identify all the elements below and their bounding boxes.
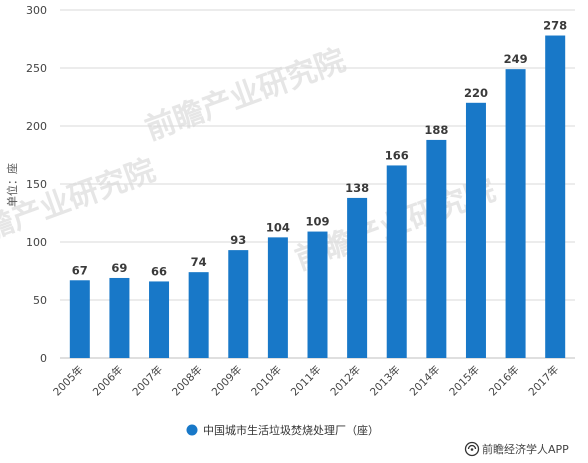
bar — [465, 102, 486, 358]
data-label: 67 — [72, 263, 88, 277]
bar — [188, 272, 209, 358]
bar — [426, 139, 447, 358]
legend[interactable]: 中国城市生活垃圾焚烧处理厂（座） — [186, 423, 380, 437]
x-tick-label: 2005年 — [50, 363, 86, 399]
x-tick-label: 2013年 — [367, 363, 403, 399]
y-tick-label: 150 — [26, 178, 47, 191]
bar — [69, 280, 90, 358]
data-label: 278 — [543, 19, 567, 33]
x-tick-label: 2017年 — [526, 363, 562, 399]
bar — [228, 250, 249, 358]
data-label: 138 — [345, 181, 369, 195]
legend-label: 中国城市生活垃圾焚烧处理厂（座） — [203, 423, 379, 437]
bar — [347, 197, 368, 358]
data-label: 104 — [266, 220, 290, 234]
data-label: 109 — [305, 215, 329, 229]
data-label: 74 — [191, 255, 207, 269]
grid-lines — [60, 9, 575, 359]
y-tick-label: 100 — [26, 236, 47, 249]
y-tick-label: 50 — [33, 294, 47, 307]
x-tick-label: 2015年 — [447, 363, 483, 399]
x-tick-label: 2016年 — [486, 363, 522, 399]
x-axis-tick-labels: 2005年 2006年 2007年 2008年 2009年 2010年 2011年 2012年… — [50, 363, 561, 399]
x-tick-label: 2012年 — [328, 363, 364, 399]
data-label: 69 — [111, 261, 127, 275]
data-label: 166 — [385, 148, 409, 162]
brand-footer: 前瞻经济学人APP — [464, 441, 569, 457]
data-labels: 67 69 66 74 93 104 109 138 166 188 220 249 278 — [72, 19, 567, 279]
bar — [109, 277, 130, 358]
bar — [386, 165, 407, 358]
data-label: 220 — [464, 86, 488, 100]
y-tick-label: 200 — [26, 120, 47, 133]
watermark-text: 前瞻产业研究院 — [141, 43, 350, 148]
y-tick-label: 0 — [40, 352, 47, 365]
x-tick-label: 2006年 — [90, 363, 126, 399]
brand-logo-icon — [464, 441, 480, 457]
y-axis-label: 单位：座 — [5, 163, 19, 207]
x-tick-label: 2010年 — [248, 363, 284, 399]
bar — [267, 237, 288, 358]
bar — [149, 281, 170, 358]
bar — [505, 69, 526, 358]
y-axis-tick-labels: 0 50 100 150 200 250 300 — [26, 4, 47, 365]
x-tick-label: 2007年 — [130, 363, 166, 399]
y-tick-label: 250 — [26, 62, 47, 75]
data-label: 93 — [230, 233, 246, 247]
x-tick-label: 2008年 — [169, 363, 205, 399]
data-label: 249 — [504, 52, 528, 66]
bar-series — [69, 35, 566, 359]
x-tick-label: 2011年 — [288, 363, 324, 399]
y-tick-label: 300 — [26, 4, 47, 17]
data-label: 188 — [424, 123, 448, 137]
bar — [307, 231, 328, 358]
data-label: 66 — [151, 264, 167, 278]
legend-marker — [186, 424, 198, 436]
x-tick-label: 2014年 — [407, 363, 443, 399]
brand-text: 前瞻经济学人APP — [482, 442, 569, 456]
x-tick-label: 2009年 — [209, 363, 245, 399]
bar — [545, 35, 566, 359]
